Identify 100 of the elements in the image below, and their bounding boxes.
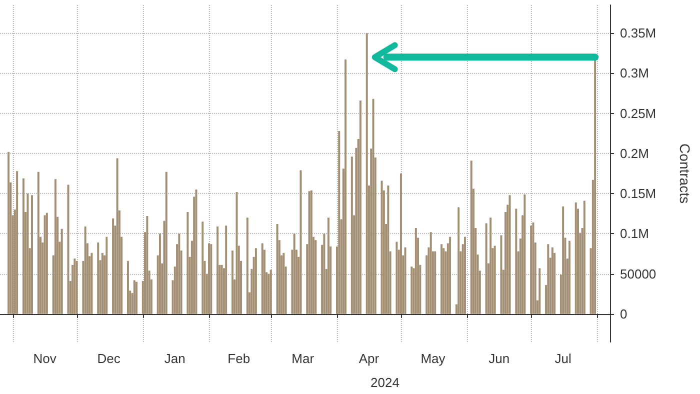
bar <box>524 194 526 314</box>
bar <box>270 270 272 314</box>
bar <box>494 246 496 314</box>
x-tick-label: Feb <box>228 351 250 366</box>
bar <box>551 247 554 314</box>
bar <box>547 244 550 314</box>
y-tick-label: 50000 <box>620 266 656 282</box>
bar <box>158 234 161 314</box>
bar <box>236 192 238 314</box>
bar <box>293 234 296 314</box>
bar <box>372 98 374 314</box>
bar <box>574 202 577 314</box>
bar <box>210 244 212 314</box>
bar <box>366 33 368 314</box>
bar <box>246 218 248 314</box>
bar <box>562 206 564 314</box>
bar <box>126 260 129 314</box>
y-tick-label: 0.35M <box>620 26 656 41</box>
bar <box>37 172 40 314</box>
y-tick-label: 0.15M <box>620 186 656 202</box>
x-tick-label: Dec <box>97 351 121 366</box>
x-tick-label: Mar <box>292 351 315 366</box>
bar <box>458 207 460 314</box>
bar <box>112 218 114 314</box>
bar <box>178 234 180 314</box>
bar <box>500 235 502 314</box>
x-tick-label: Jul <box>554 351 572 366</box>
bar <box>90 252 93 314</box>
x-axis-title: 2024 <box>370 375 400 390</box>
bar <box>414 228 417 314</box>
bar <box>530 226 532 314</box>
bar <box>568 240 570 314</box>
bar <box>442 248 445 314</box>
bar <box>404 247 406 314</box>
bar <box>282 252 285 314</box>
bar <box>434 251 436 314</box>
bar <box>44 215 46 314</box>
x-tick-label: Apr <box>358 351 380 366</box>
bar <box>220 264 223 314</box>
bar <box>538 268 541 314</box>
bar <box>470 160 472 314</box>
bar <box>300 170 302 314</box>
bar <box>84 226 86 314</box>
y-tick-label: 0.2M <box>620 146 649 161</box>
bar <box>276 224 278 314</box>
bar <box>195 190 198 314</box>
bar <box>449 236 452 314</box>
bar <box>254 248 257 314</box>
y-tick-label: 0 <box>620 306 628 322</box>
bar <box>323 234 326 314</box>
bar <box>338 130 340 314</box>
bar <box>54 179 56 314</box>
bar <box>186 212 189 314</box>
bar <box>485 223 488 314</box>
bar <box>464 236 466 314</box>
bar <box>216 226 219 314</box>
bar <box>46 212 48 314</box>
bar <box>225 226 228 314</box>
bar <box>76 260 78 314</box>
bar <box>490 218 492 314</box>
bar <box>16 171 18 314</box>
bar <box>133 280 136 314</box>
bar <box>261 243 264 314</box>
y-axis-title: Contracts <box>677 144 693 204</box>
bar <box>400 174 402 314</box>
bar <box>314 240 317 314</box>
bar <box>310 190 312 314</box>
bar <box>387 186 390 314</box>
bar <box>508 195 511 314</box>
bar <box>74 258 76 314</box>
bar <box>515 208 518 314</box>
bar <box>136 282 138 314</box>
bar <box>396 242 398 314</box>
bar <box>344 60 347 314</box>
x-tick-label: Jun <box>488 351 510 366</box>
bar <box>101 252 104 314</box>
bar <box>440 244 443 314</box>
bar <box>308 191 310 314</box>
bar <box>60 228 63 314</box>
bar <box>410 266 413 314</box>
y-tick-label: 0.25M <box>620 106 656 121</box>
bar <box>146 216 148 314</box>
bar <box>67 184 70 314</box>
bar <box>208 243 210 314</box>
bar <box>532 222 534 314</box>
bar <box>202 222 204 314</box>
bar <box>380 180 383 314</box>
bar <box>430 232 432 314</box>
bar <box>97 242 100 314</box>
bar <box>26 194 29 314</box>
x-tick-label: Nov <box>33 351 57 366</box>
bar <box>359 100 362 314</box>
x-tick-label: Jan <box>164 351 186 366</box>
x-tick-label: May <box>420 351 446 366</box>
bar <box>116 158 118 314</box>
y-tick-label: 0.3M <box>620 66 649 81</box>
y-tick-label: 0.1M <box>620 226 649 242</box>
bar <box>22 178 24 314</box>
bar <box>231 250 234 314</box>
bar <box>327 218 330 314</box>
